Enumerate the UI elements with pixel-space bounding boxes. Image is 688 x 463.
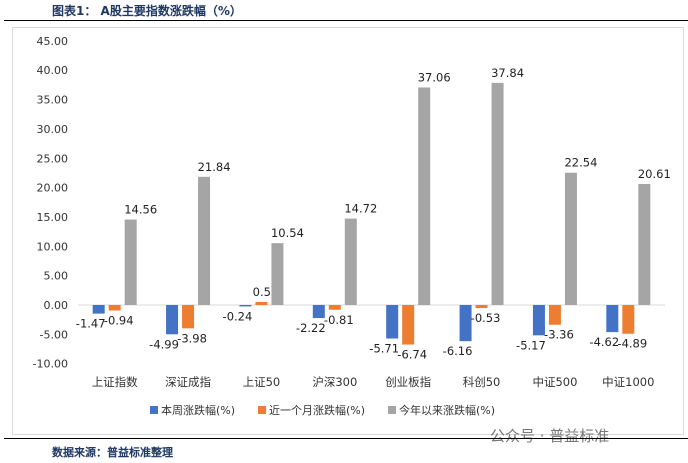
data-label: -6.16 [443,344,473,358]
data-label: -0.81 [324,313,354,327]
top-rule [4,20,688,21]
data-label: -2.22 [296,321,326,335]
bar [475,305,488,309]
bar [622,305,635,334]
data-label: -4.99 [149,337,179,351]
legend-swatch [388,406,396,414]
source-note: 数据来源：普益标准整理 [52,446,173,459]
bar [198,176,211,305]
bar [92,305,105,314]
bar [344,218,357,305]
bar [271,243,284,305]
data-label: -4.62 [589,335,619,349]
bar [564,172,577,305]
bar [239,305,252,307]
data-label: 22.54 [564,156,597,170]
bar [166,305,179,335]
data-label: -5.17 [516,338,546,352]
y-tick-label: 15.00 [37,211,69,224]
figure-title: 图表1： A股主要指数涨跌幅（%） [52,4,242,18]
legend-label: 今年以来涨跌幅(%) [399,403,495,417]
bar [182,305,195,329]
bar [124,219,137,305]
bar [606,305,619,333]
y-tick-label: -5.00 [40,328,68,341]
y-tick-label: 25.00 [37,152,69,165]
legend-swatch [258,406,266,414]
y-tick-label: 40.00 [37,64,69,77]
bar [328,305,341,310]
data-label: -4.89 [617,337,647,351]
x-tick-label: 深证成指 [165,375,211,389]
x-tick-label: 上证50 [243,375,281,389]
data-label: -3.98 [177,331,207,345]
x-tick-label: 科创50 [463,375,501,389]
bar [402,305,415,345]
y-tick-label: 5.00 [44,270,69,283]
bar [108,305,121,311]
bar [459,305,472,342]
y-tick-label: 45.00 [37,35,69,48]
bar [532,305,545,336]
x-tick-label: 创业板指 [385,375,431,389]
legend-label: 本周涨跌幅(%) [161,403,235,417]
bar [638,184,651,305]
data-label: -1.47 [76,317,106,331]
data-label: -3.36 [544,328,574,342]
data-label: 14.56 [124,203,157,217]
data-label: -0.24 [223,309,253,323]
y-tick-label: 20.00 [37,182,69,195]
x-tick-label: 沪深300 [312,375,357,389]
x-tick-label: 上证指数 [92,375,138,389]
data-label: -0.94 [104,314,134,328]
data-label: -0.53 [471,311,501,325]
data-label: -6.74 [397,348,427,362]
data-label: 20.61 [638,167,671,181]
data-label: 37.84 [491,66,524,80]
y-tick-label: 10.00 [37,240,69,253]
x-tick-label: 中证500 [532,375,577,389]
data-label: 14.72 [344,202,377,216]
bar [548,305,561,325]
bar [255,302,268,305]
bar [312,305,325,319]
chart-frame [12,27,684,435]
data-label: -5.71 [369,342,399,356]
x-tick-label: 中证1000 [602,375,654,389]
data-label: 10.54 [271,226,304,240]
y-tick-label: -10.00 [33,358,68,371]
bottom-rule [4,438,688,439]
y-tick-label: 0.00 [44,299,69,312]
watermark: 公众号 · 普益标准 [490,427,610,445]
y-tick-label: 35.00 [37,94,69,107]
legend-swatch [150,406,158,414]
y-tick-label: 30.00 [37,123,69,136]
data-label: 37.06 [418,70,451,84]
bar [418,87,431,306]
legend-label: 近一个月涨跌幅(%) [269,403,365,417]
bar [386,305,399,339]
bar [491,82,504,305]
data-label: 21.84 [198,160,231,174]
